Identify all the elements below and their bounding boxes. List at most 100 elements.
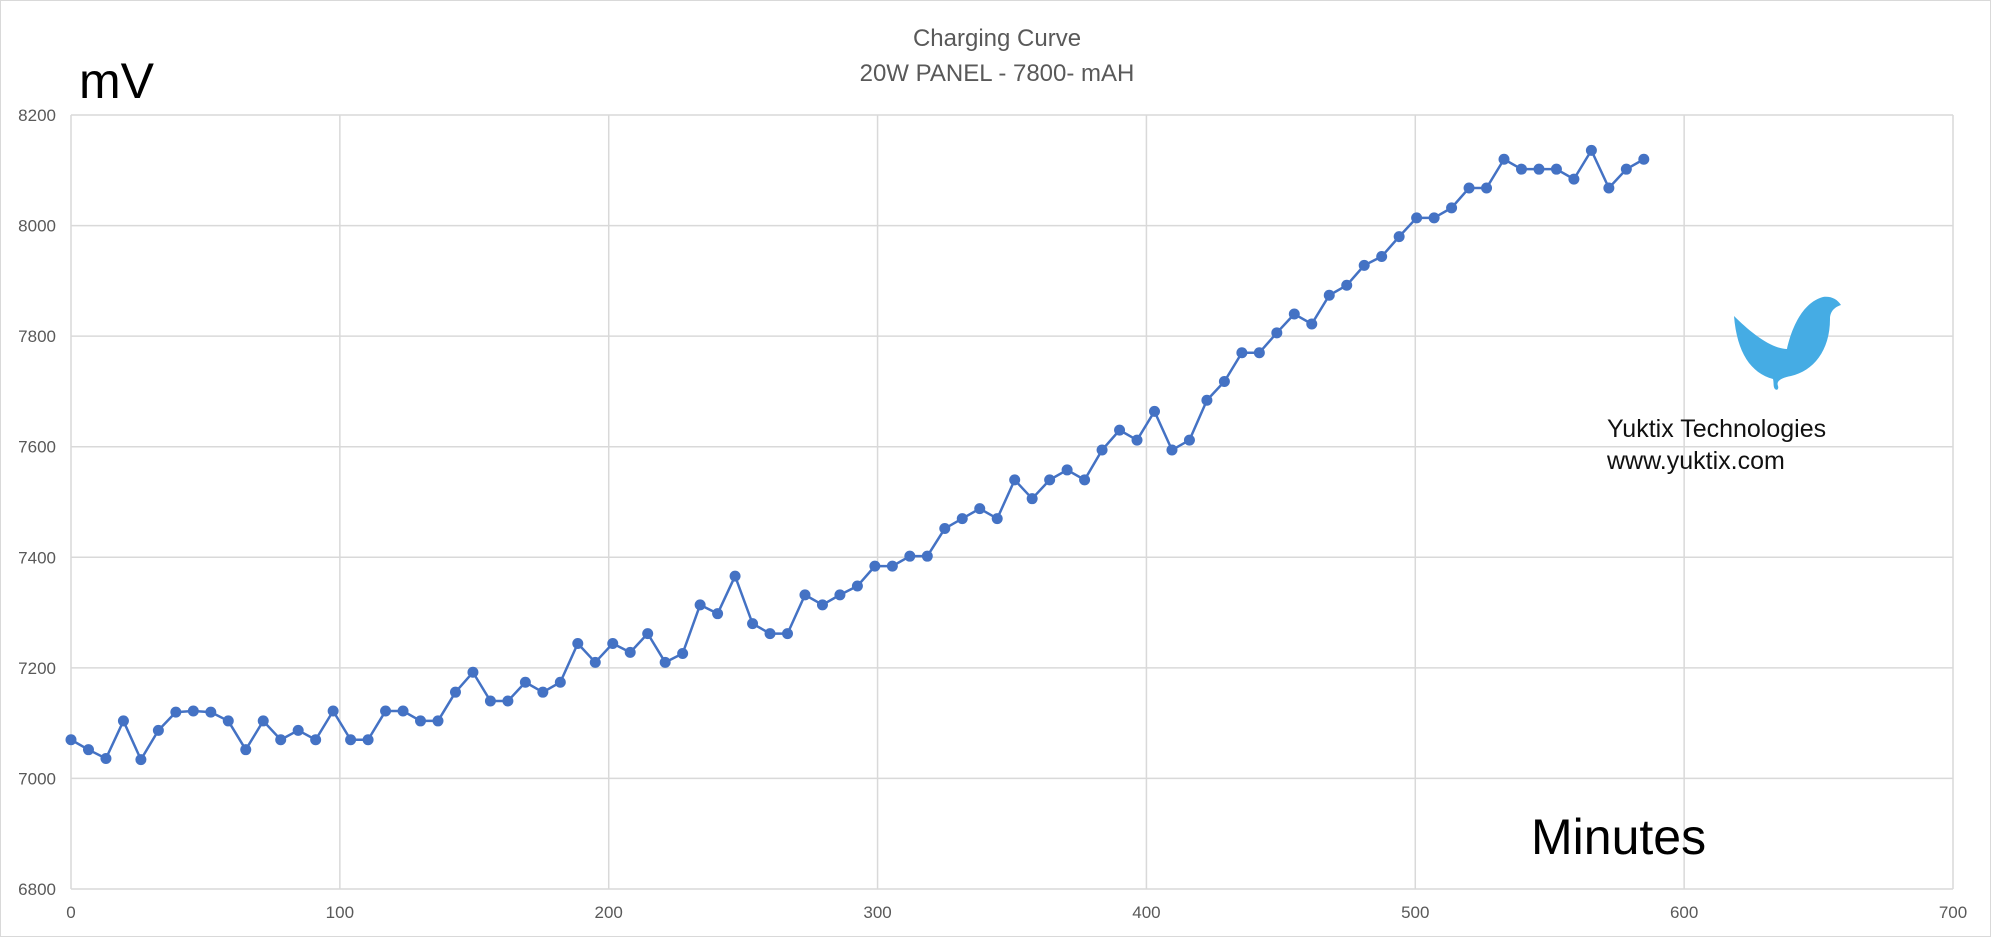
data-point [222,715,234,727]
data-point [310,734,322,746]
data-point [1044,474,1056,486]
data-point [467,666,479,678]
data-point [1393,231,1405,243]
x-axis-ticks: 0 100 200 300 400 500 600 700 [66,903,1967,922]
series-charging-curve [65,144,1650,766]
x-tick-label: 400 [1132,903,1160,922]
data-point [607,638,619,650]
data-point [834,589,846,601]
data-point [869,560,881,572]
data-point [1306,318,1318,330]
y-tick-label: 8200 [18,106,56,125]
data-point [764,628,776,640]
data-point [135,754,147,766]
data-point [1411,212,1423,224]
gridlines [70,114,1954,890]
company-url: www.yuktix.com [1606,447,1785,475]
data-point [415,715,427,727]
data-point [1323,289,1335,301]
data-point [1183,434,1195,446]
data-point [1428,212,1440,224]
data-point [519,676,531,688]
data-point [1585,144,1597,156]
data-point [537,686,549,698]
data-point [187,705,199,717]
y-tick-label: 7000 [18,769,56,788]
data-point [1638,153,1650,165]
chart-subtitle: 20W PANEL - 7800- mAH [860,60,1135,87]
data-point [554,676,566,688]
x-tick-label: 200 [595,903,623,922]
data-point [572,638,584,650]
data-point [1148,405,1160,417]
data-point [1376,251,1388,263]
data-point [939,523,951,535]
data-point [327,705,339,717]
data-point [345,734,357,746]
data-point [1288,308,1300,320]
data-point [991,513,1003,525]
data-point [642,628,654,640]
y-axis-ticks: 6800 7000 7200 7400 7600 7800 8000 8200 [18,106,56,899]
data-point [1603,182,1615,194]
data-point [1026,493,1038,505]
x-tick-label: 600 [1670,903,1698,922]
data-point [170,706,182,718]
x-tick-label: 700 [1939,903,1967,922]
data-point [1114,424,1126,436]
data-point [1550,163,1562,175]
company-name: Yuktix Technologies [1607,415,1826,443]
x-tick-label: 0 [66,903,75,922]
data-point [624,646,636,658]
data-point [1533,163,1545,175]
x-axis-label: Minutes [1531,809,1706,865]
data-point [1079,474,1091,486]
data-point [659,656,671,668]
data-point [502,695,514,707]
data-point [729,570,741,582]
data-point [782,628,794,640]
data-point [100,753,112,765]
y-tick-label: 7800 [18,327,56,346]
y-tick-label: 7400 [18,548,56,567]
data-point [1481,182,1493,194]
chart-title: Charging Curve [913,25,1081,52]
data-point [1341,279,1353,291]
y-tick-label: 8000 [18,217,56,236]
data-point [921,550,933,562]
data-point [694,599,706,611]
y-tick-label: 7600 [18,438,56,457]
data-point [1463,182,1475,194]
data-point [449,686,461,698]
data-point [851,580,863,592]
data-point [1201,394,1213,406]
data-point [65,734,77,746]
data-point [275,734,287,746]
data-point [432,715,444,727]
y-tick-label: 6800 [18,880,56,899]
data-point [484,695,496,707]
y-axis-label: mV [79,53,155,109]
data-point [1358,259,1370,271]
data-point [397,705,409,717]
data-point [799,589,811,601]
data-point [380,705,392,717]
data-point [1498,153,1510,165]
x-tick-label: 500 [1401,903,1429,922]
x-tick-label: 100 [326,903,354,922]
data-point [589,656,601,668]
x-tick-label: 300 [863,903,891,922]
data-point [362,734,374,746]
data-point [292,724,304,736]
data-point [747,618,759,630]
data-point [974,503,986,515]
data-point [886,560,898,572]
data-point [257,715,269,727]
data-point [1515,163,1527,175]
data-point [956,513,968,525]
data-point [117,715,129,727]
bird-icon [1734,296,1841,390]
data-point [904,550,916,562]
